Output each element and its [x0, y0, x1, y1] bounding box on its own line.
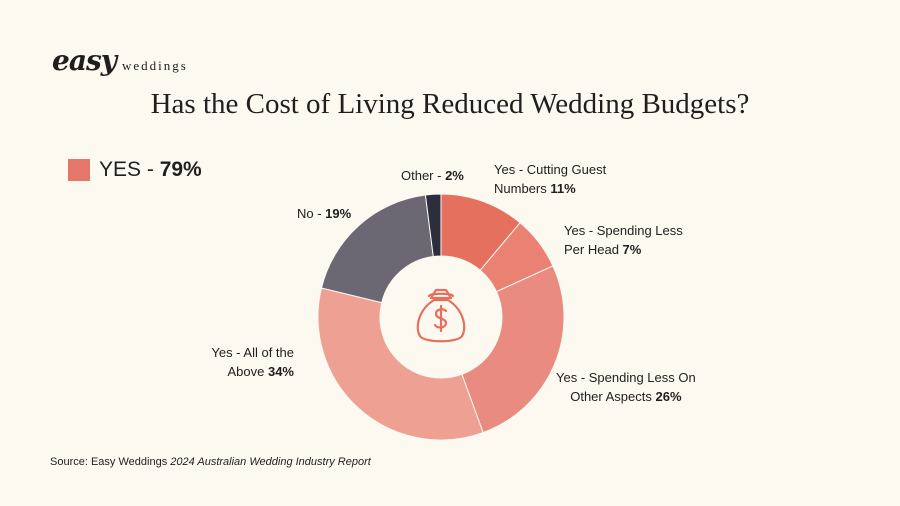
label-no: No - 19% [297, 206, 352, 221]
donut-slices [317, 193, 565, 441]
yes-summary-legend: YES - 79% [68, 158, 202, 182]
yes-summary-text: YES - 79% [99, 158, 202, 181]
source-note: Source: Easy Weddings 2024 Australian We… [50, 456, 371, 468]
label-all-of-the-above: Yes - All of the Above 34% [211, 345, 294, 379]
logo-sub: weddings [122, 58, 188, 73]
label-cutting-guest-numbers: Yes - Cutting Guest Numbers 11% [494, 162, 607, 196]
chart-title: Has the Cost of Living Reduced Wedding B… [150, 88, 750, 120]
label-spending-less-other-aspects: Yes - Spending Less On Other Aspects 26% [556, 370, 696, 404]
easy-weddings-logo: easy weddings [52, 44, 188, 77]
label-spending-less-per-head: Yes - Spending Less Per Head 7% [564, 223, 683, 257]
label-other: Other - 2% [401, 168, 464, 183]
money-bag-icon [416, 288, 466, 343]
logo-script: easy [52, 44, 117, 77]
yes-swatch [68, 159, 90, 181]
